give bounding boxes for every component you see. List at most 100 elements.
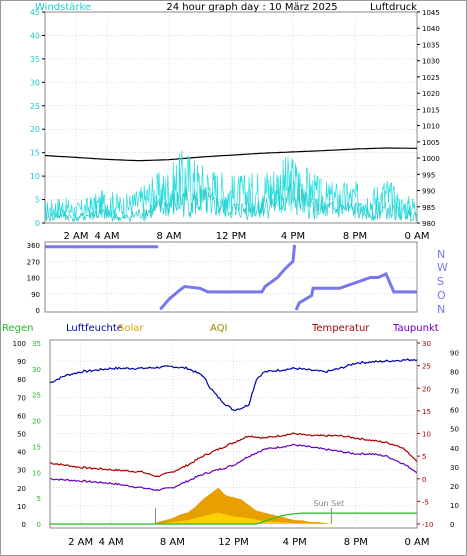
pressure-tick-label: 1030 [422, 58, 440, 66]
direction-tick-label: 180 [27, 275, 40, 283]
direction-tick-label: 360 [27, 242, 40, 250]
temperature-tick-label: -10 [422, 521, 433, 529]
direction-line [45, 244, 417, 311]
rain-tick-label: 20 [32, 418, 41, 426]
rain-tick-label: 5 [37, 495, 41, 503]
sunset-annotation: Sun Set [313, 499, 344, 508]
solar-tick-label: 0 [450, 521, 454, 529]
pressure-tick-label: 1045 [422, 9, 440, 17]
pressure-tick-label: 1035 [422, 41, 440, 49]
pressure-tick-label: 1000 [422, 155, 440, 163]
rain-label: Regen [2, 323, 34, 334]
humidity-tick-label: 20 [17, 485, 26, 493]
wind-grid [45, 12, 418, 223]
temperature-label: Temperatur [311, 323, 370, 334]
x-tick-label: 8 AM [156, 231, 181, 242]
pressure-tick-label: 985 [422, 204, 435, 212]
wind-axis-ticks: 0 5 10 15 20 25 30 35 40 45 [30, 8, 45, 228]
humidity-tick-label: 70 [17, 394, 26, 402]
pressure-tick-label: 1040 [422, 25, 440, 33]
temperature-tick-label: 15 [422, 408, 431, 416]
x-tick-label: 0 AM [404, 231, 429, 242]
wind-tick-label: 45 [30, 8, 40, 17]
solar-tick-label: 30 [450, 464, 459, 472]
rain-line [50, 512, 417, 525]
x-tick-label: 4 PM [281, 231, 305, 242]
rain-tick-label: 30 [32, 366, 41, 374]
humidity-line [49, 358, 418, 412]
rain-tick-label: 10 [32, 469, 41, 477]
solar-tick-label: 10 [450, 502, 459, 510]
x-tick-label: 2 AM [68, 537, 93, 548]
temperature-tick-label: 25 [422, 363, 431, 371]
pressure-tick-label: 990 [422, 188, 435, 196]
dewpoint-line [50, 443, 418, 492]
solar-tick-label: 50 [450, 426, 459, 434]
solar-tick-label: 90 [450, 350, 459, 358]
wind-label: Windstärke [35, 2, 91, 13]
wind-tick-label: 35 [30, 55, 40, 64]
x-tick-label: 8 AM [160, 537, 185, 548]
compass-letter: S [437, 275, 444, 288]
x-tick-label: 12 PM [216, 231, 247, 242]
direction-tick-label: 90 [31, 291, 40, 299]
climate-series [49, 358, 418, 525]
direction-tick-label: 0 [36, 307, 40, 315]
gust-line [44, 150, 418, 220]
rain-axis-ticks: 0 5 10 15 20 25 30 35 [32, 340, 41, 529]
humidity-tick-label: 10 [17, 503, 26, 511]
compass-letter: N [437, 303, 445, 316]
temperature-tick-label: 5 [422, 453, 426, 461]
humidity-tick-label: 60 [17, 412, 26, 420]
pressure-tick-label: 980 [422, 220, 435, 228]
solar-tick-label: 60 [450, 407, 459, 415]
chart-title: 24 hour graph day : 10 März 2025 [166, 2, 337, 13]
solar-tick-label: 80 [450, 369, 459, 377]
humidity-tick-label: 40 [17, 449, 26, 457]
wind-tick-label: 0 [35, 219, 40, 228]
x-tick-label: 0 AM [404, 537, 429, 548]
wind-tick-label: 25 [30, 102, 40, 111]
wind-speed-line [44, 180, 417, 223]
solar-tick-label: 70 [450, 388, 459, 396]
wind-tick-label: 10 [30, 172, 40, 181]
dewpoint-label: Taupunkt [392, 323, 439, 334]
temperature-tick-label: 30 [422, 340, 431, 348]
x-tick-label: 12 PM [218, 537, 249, 548]
x-tick-label: 4 PM [283, 537, 307, 548]
rain-tick-label: 0 [37, 521, 41, 529]
humidity-tick-label: 50 [17, 431, 26, 439]
x-tick-label: 4 AM [94, 231, 119, 242]
temperature-tick-label: -5 [422, 498, 429, 506]
rain-tick-label: 15 [32, 443, 41, 451]
pressure-axis-ticks: 980 985 990 995 1000 1005 1010 1015 1020 1025 1030… [417, 9, 440, 228]
aqi-label: AQI [210, 323, 228, 334]
humidity-tick-label: 100 [13, 340, 26, 348]
pressure-tick-label: 1015 [422, 106, 440, 114]
humidity-tick-label: 30 [17, 467, 26, 475]
temperature-tick-label: 10 [422, 431, 431, 439]
wind-tick-label: 20 [30, 125, 40, 134]
uv-area [50, 512, 417, 524]
pressure-tick-label: 995 [422, 171, 435, 179]
humidity-label: Luftfeuchte [66, 323, 123, 334]
humidity-axis-ticks: 0 10 20 30 40 50 60 70 80 90 100 [13, 340, 26, 529]
temperature-line [49, 432, 418, 478]
wind-tick-label: 5 [35, 196, 40, 205]
pressure-tick-label: 1010 [422, 123, 440, 131]
pressure-tick-label: 1020 [422, 90, 440, 98]
x-tick-label: 8 PM [344, 537, 368, 548]
compass-letter: W [437, 261, 448, 274]
temperature-axis-ticks: -10 -5 0 5 10 15 20 25 30 [417, 340, 433, 529]
humidity-tick-label: 80 [17, 376, 26, 384]
humidity-tick-label: 90 [17, 358, 26, 366]
x-tick-label: 4 AM [99, 537, 124, 548]
x-tick-label: 2 AM [63, 231, 88, 242]
pressure-tick-label: 1025 [422, 74, 440, 82]
direction-plot-area [44, 241, 418, 313]
